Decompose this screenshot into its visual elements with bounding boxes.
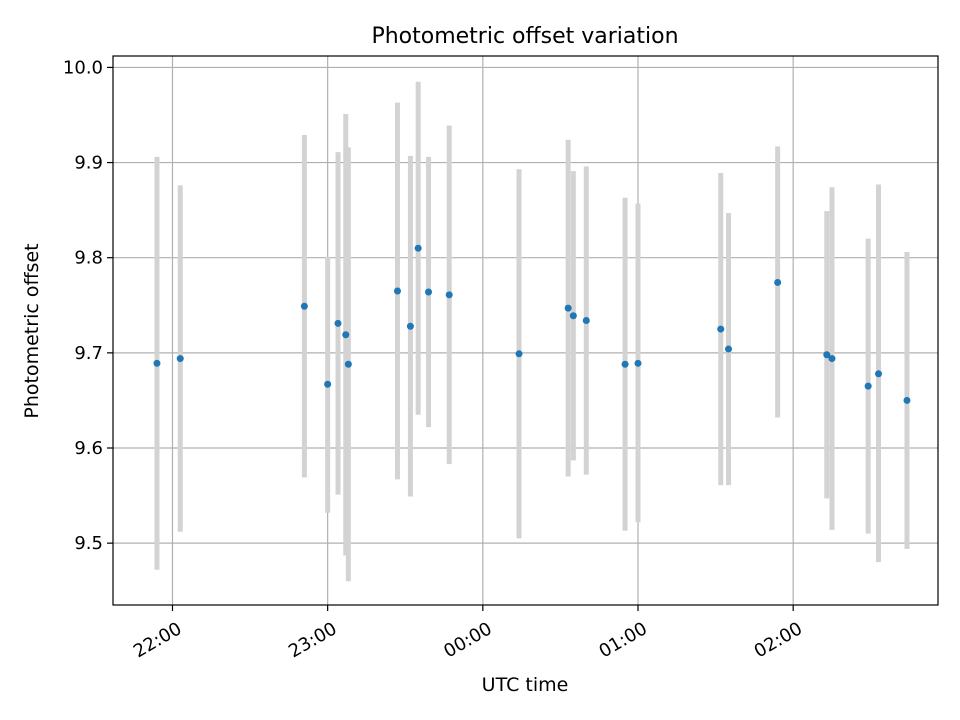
data-point bbox=[717, 325, 725, 333]
data-point bbox=[864, 382, 872, 390]
y-tick-label: 10.0 bbox=[63, 57, 103, 78]
data-point bbox=[425, 288, 433, 296]
data-point bbox=[300, 302, 308, 310]
data-point bbox=[725, 345, 733, 353]
data-point bbox=[414, 244, 422, 252]
data-point bbox=[153, 359, 161, 367]
plot-frame bbox=[112, 55, 939, 606]
y-tick-label: 9.9 bbox=[74, 153, 103, 174]
data-point bbox=[344, 360, 352, 368]
x-tick-label: 00:00 bbox=[440, 618, 495, 662]
x-axis-label: UTC time bbox=[482, 674, 569, 696]
x-axis-ticks: 22:00 23:00 00:00 01:00 02:00 bbox=[130, 605, 806, 662]
data-point bbox=[828, 355, 836, 363]
data-point bbox=[823, 351, 831, 359]
data-point bbox=[393, 287, 401, 295]
y-tick-label: 9.5 bbox=[74, 533, 103, 554]
y-tick-label: 9.8 bbox=[74, 248, 103, 269]
x-tick-label: 23:00 bbox=[285, 618, 340, 662]
chart-title: Photometric offset variation bbox=[371, 24, 678, 49]
y-tick-label: 9.6 bbox=[74, 438, 103, 459]
error-bars bbox=[154, 81, 910, 582]
data-point bbox=[774, 278, 782, 286]
data-point bbox=[903, 396, 911, 404]
data-points bbox=[153, 244, 911, 404]
x-tick-label: 01:00 bbox=[595, 618, 650, 662]
data-point bbox=[875, 370, 883, 378]
data-point bbox=[569, 312, 577, 320]
x-tick-label: 22:00 bbox=[130, 618, 185, 662]
data-point bbox=[582, 317, 590, 325]
x-tick-label: 02:00 bbox=[751, 618, 806, 662]
data-point bbox=[445, 291, 453, 299]
data-point bbox=[176, 355, 184, 363]
data-point bbox=[634, 359, 642, 367]
data-point bbox=[324, 380, 332, 388]
data-point bbox=[515, 350, 523, 358]
grid bbox=[113, 56, 938, 605]
data-point bbox=[406, 322, 414, 330]
data-point bbox=[621, 360, 629, 368]
y-axis-label: Photometric offset bbox=[21, 243, 43, 418]
data-point bbox=[334, 319, 342, 327]
y-axis-ticks: 9.5 9.6 9.7 9.8 9.9 10.0 bbox=[63, 57, 113, 554]
y-tick-label: 9.7 bbox=[74, 343, 103, 364]
data-point bbox=[342, 331, 350, 339]
data-point bbox=[564, 304, 572, 312]
